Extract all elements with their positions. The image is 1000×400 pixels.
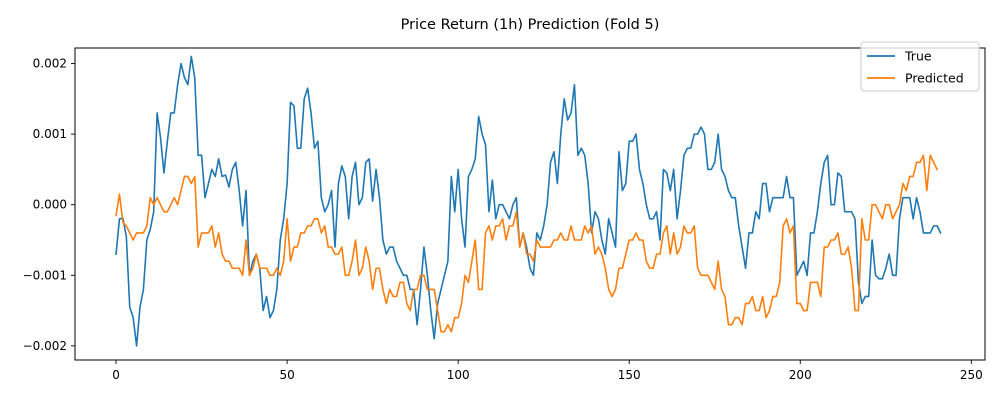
y-tick-label: 0.002 xyxy=(33,57,67,71)
x-tick-label: 150 xyxy=(618,368,641,382)
chart-title: Price Return (1h) Prediction (Fold 5) xyxy=(401,17,660,33)
plot-area xyxy=(74,47,986,361)
x-tick-label: 0 xyxy=(112,368,120,382)
y-tick-label: 0.001 xyxy=(33,127,67,141)
legend: True Predicted xyxy=(860,41,980,92)
y-tick-label: −0.001 xyxy=(23,268,67,282)
x-tick-label: 100 xyxy=(447,368,470,382)
series-line-predicted xyxy=(115,154,939,333)
y-tick-label: 0.000 xyxy=(33,198,67,212)
x-tick-label: 50 xyxy=(279,368,294,382)
axes-background xyxy=(75,48,985,360)
series-line-true xyxy=(115,55,942,347)
legend-label-predicted: Predicted xyxy=(905,71,964,86)
axes-frame xyxy=(74,47,986,361)
x-tick-label: 250 xyxy=(960,368,983,382)
x-tick-label: 200 xyxy=(789,368,812,382)
x-axis: 0 50 100 150 200 250 xyxy=(112,360,983,382)
legend-label-true: True xyxy=(904,49,932,64)
y-tick-label: −0.002 xyxy=(23,339,67,353)
y-axis: −0.002 −0.001 0.000 0.001 0.002 xyxy=(23,57,75,353)
series-layer xyxy=(115,55,942,347)
